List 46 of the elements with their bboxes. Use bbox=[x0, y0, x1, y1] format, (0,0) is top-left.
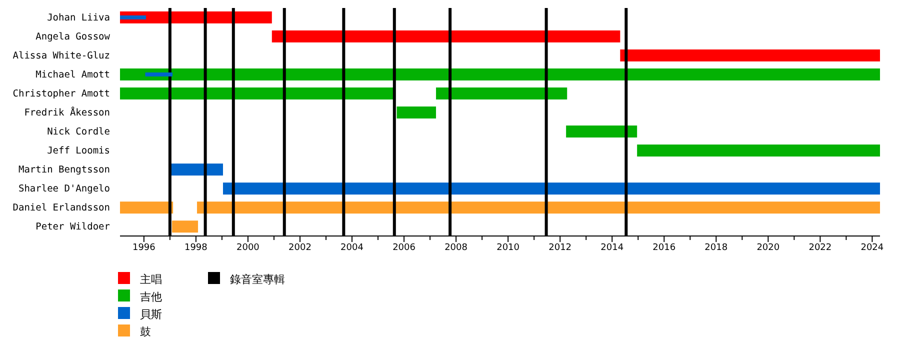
x-tick-label: 2018 bbox=[704, 243, 728, 253]
y-tick-label: Angela Gossow bbox=[36, 31, 110, 42]
y-tick-label: Nick Cordle bbox=[47, 126, 110, 138]
bar bbox=[145, 72, 173, 76]
y-tick-label: Fredrik Åkesson bbox=[24, 106, 110, 118]
y-tick-label: Alissa White-Gluz bbox=[12, 50, 110, 62]
x-tick-label: 2004 bbox=[340, 243, 364, 253]
x-tick-label: 2002 bbox=[288, 243, 312, 253]
bar bbox=[120, 68, 880, 80]
y-tick-label: Martin Bengtsson bbox=[18, 164, 110, 176]
bar bbox=[637, 144, 880, 157]
legend-label: 主唱 bbox=[140, 273, 162, 286]
x-tick-label: 2014 bbox=[600, 243, 624, 253]
y-tick-label: Daniel Erlandsson bbox=[12, 202, 110, 214]
bar bbox=[620, 49, 880, 62]
x-tick-label: 2024 bbox=[860, 243, 884, 253]
bar bbox=[120, 202, 174, 214]
bar bbox=[120, 87, 394, 100]
legend-label: 貝斯 bbox=[140, 308, 162, 321]
legend-label: 吉他 bbox=[140, 290, 162, 304]
x-tick-label: 1996 bbox=[132, 243, 156, 253]
x-tick-label: 2000 bbox=[236, 243, 260, 253]
bar bbox=[223, 182, 880, 195]
x-tick-label: 2008 bbox=[444, 243, 468, 253]
x-tick-label: 2020 bbox=[756, 243, 780, 253]
x-tick-label: 2022 bbox=[808, 243, 832, 253]
y-tick-label: Johan Liiva bbox=[47, 12, 110, 24]
y-tick-label: Jeff Loomis bbox=[47, 146, 110, 157]
x-tick-label: 2006 bbox=[392, 243, 416, 253]
y-tick-label: Michael Amott bbox=[36, 69, 110, 80]
y-tick-label: Peter Wildoer bbox=[36, 222, 110, 233]
x-tick-label: 2010 bbox=[496, 243, 520, 253]
bar bbox=[170, 164, 223, 176]
bar bbox=[172, 220, 198, 233]
x-tick-label: 2012 bbox=[548, 243, 572, 253]
bar bbox=[272, 30, 620, 42]
bar bbox=[120, 15, 146, 20]
bar bbox=[396, 106, 436, 118]
y-tick-label: Christopher Amott bbox=[12, 88, 110, 100]
y-tick-label: Sharlee D'Angelo bbox=[18, 184, 110, 195]
bar bbox=[436, 87, 568, 100]
legend-label: 錄音室專輯 bbox=[230, 273, 285, 286]
bar bbox=[566, 126, 638, 138]
x-tick-label: 2016 bbox=[652, 243, 676, 253]
legend-label: 鼓 bbox=[140, 326, 151, 338]
x-tick-label: 1998 bbox=[184, 243, 208, 253]
